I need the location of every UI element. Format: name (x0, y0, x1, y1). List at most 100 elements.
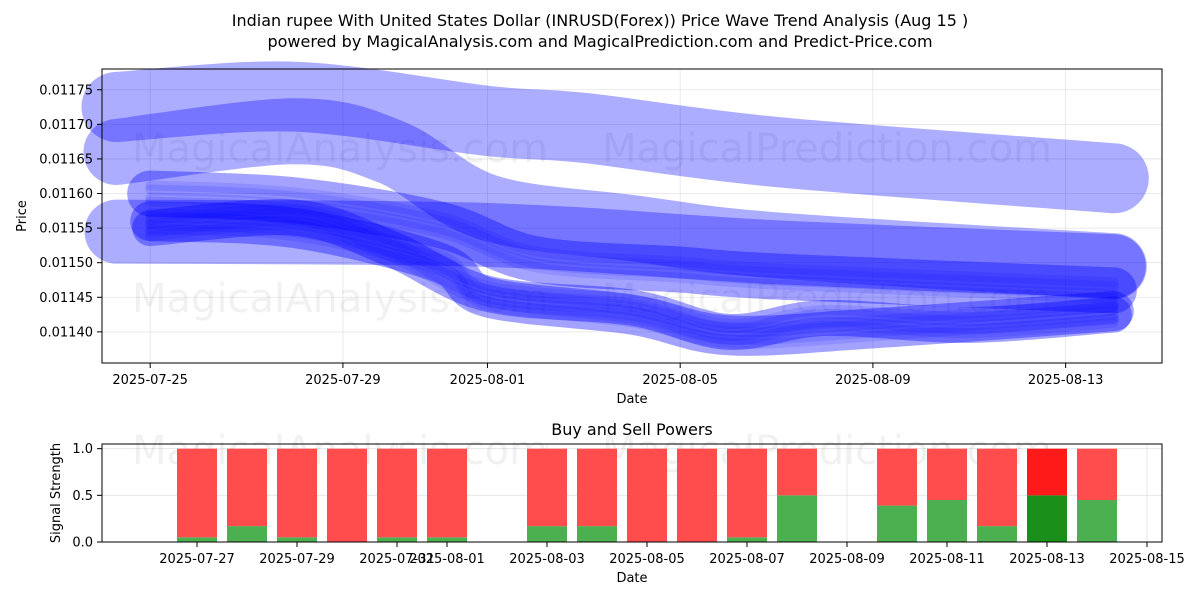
wave-strand-wave-middle (145, 184, 1119, 292)
buy-bar-2025-08-13 (1027, 495, 1067, 542)
buy-bar-2025-07-29 (277, 537, 317, 542)
price-x-tick-label: 2025-08-09 (835, 373, 911, 388)
buy-sell-x-ticks: 2025-07-27 2025-07-29 2025-07-312025-08-01… (159, 542, 1185, 567)
buy-sell-x-tick-label: 2025-08-03 (509, 552, 585, 567)
buy-sell-x-axis-label: Date (616, 571, 647, 586)
price-y-tick-label: 0.01145 (39, 291, 93, 306)
wave-strand-wave-middle (145, 180, 1119, 288)
price-plot-frame (101, 68, 1163, 364)
watermark-right-bottom: MagicalPrediction.com (602, 276, 1052, 322)
watermark-left-bottom: MagicalAnalysis.com (132, 276, 548, 322)
price-x-tick-label: 2025-07-29 (305, 373, 381, 388)
wave-strand-wave-lower (145, 220, 1119, 345)
sell-bar-2025-08-08 (777, 448, 817, 496)
sell-bar-2025-08-05 (627, 448, 667, 542)
buy-sell-x-tick-label: 2025-07-27 (159, 552, 235, 567)
sell-bar-2025-08-03 (527, 448, 567, 527)
buy-sell-x-tick-label: 2025-08-01 (409, 552, 485, 567)
buy-bar-2025-08-04 (577, 526, 617, 542)
price-wave-plot: MagicalAnalysis.com MagicalPrediction.co… (15, 61, 1163, 407)
buy-sell-y-axis-label: Signal Strength (49, 443, 64, 543)
buy-bar-2025-08-07 (727, 537, 767, 542)
price-plot-area (102, 69, 1162, 363)
price-x-axis-label: Date (616, 392, 647, 407)
buy-bar-2025-07-27 (177, 537, 217, 542)
price-y-tick-label: 0.01155 (39, 222, 93, 237)
buy-bar-2025-08-12 (977, 526, 1017, 542)
price-x-tick-label: 2025-08-05 (642, 373, 718, 388)
chart-title-line2: powered by MagicalAnalysis.com and Magic… (267, 32, 932, 51)
sell-bar-2025-08-07 (727, 448, 767, 538)
buy-bar-2025-08-14 (1077, 500, 1117, 542)
wave-strand-wave-bottom (145, 216, 1119, 341)
price-x-ticks: 2025-07-25 2025-07-29 2025-08-01 2025-08-05… (112, 363, 1103, 388)
watermark-left-top: MagicalAnalysis.com (132, 126, 548, 172)
price-x-tick-label: 2025-08-13 (1028, 373, 1104, 388)
price-plot-grid (102, 69, 1162, 363)
buy-sell-plot-frame (101, 443, 1163, 543)
wave-strand-wave-lower (145, 212, 1119, 337)
buy-bar-2025-08-10 (877, 505, 917, 542)
buy-sell-plot: Buy and Sell Powers MagicalAnalysis.com … (49, 420, 1185, 586)
price-y-tick-label: 0.01170 (39, 118, 93, 133)
sell-bar-2025-08-10 (877, 448, 917, 506)
buy-bar-2025-07-31 (377, 537, 417, 542)
watermark-right-top: MagicalPrediction.com (602, 126, 1052, 172)
wave-strand-wave-bottom (145, 220, 1119, 345)
buy-sell-x-tick-label: 2025-08-11 (909, 552, 985, 567)
sell-bar-2025-07-29 (277, 448, 317, 538)
price-y-tick-label: 0.01160 (39, 187, 93, 202)
buy-sell-x-tick-label: 2025-08-13 (1009, 552, 1085, 567)
price-y-ticks: 0.01140 0.01145 0.01150 0.01155 0.01160 0.011… (39, 83, 102, 340)
wave-strand-wave-lower (145, 224, 1119, 349)
sell-bar-2025-08-14 (1077, 448, 1117, 500)
price-x-tick-label: 2025-07-25 (112, 373, 188, 388)
sell-bar-2025-07-27 (177, 448, 217, 538)
wave-band-wave-flat (84, 199, 1146, 299)
buy-sell-y-ticks: 0.0 0.5 1.0 (72, 442, 102, 551)
wave-band-wave-bottom (132, 199, 1132, 350)
buy-sell-x-tick-label: 2025-07-31 (359, 552, 435, 567)
buy-sell-y-tick-label: 0.5 (72, 489, 93, 504)
sell-bar-2025-08-01 (427, 448, 467, 538)
buy-bar-2025-08-11 (927, 500, 967, 542)
price-y-axis-label: Price (15, 200, 30, 232)
buy-bar-2025-07-28 (227, 526, 267, 542)
buy-sell-bars (177, 448, 1117, 542)
wave-strand-wave-bottom (145, 204, 1119, 329)
wave-band-wave-upper (83, 98, 1147, 300)
sell-bar-2025-07-31 (377, 448, 417, 538)
wave-strand-wave-lower (145, 208, 1119, 333)
buy-bar-2025-08-01 (427, 537, 467, 542)
buy-sell-y-tick-label: 1.0 (72, 442, 93, 457)
sell-bar-2025-08-12 (977, 448, 1017, 527)
wave-band-wave-middle (127, 170, 1137, 314)
sell-bar-2025-07-30 (327, 448, 367, 542)
wave-band-wave-top (81, 61, 1149, 214)
sell-bar-2025-08-04 (577, 448, 617, 527)
buy-sell-x-tick-label: 2025-08-15 (1109, 552, 1185, 567)
price-y-tick-label: 0.01150 (39, 256, 93, 271)
chart-title-line1: Indian rupee With United States Dollar (… (232, 11, 968, 30)
buy-bar-2025-08-03 (527, 526, 567, 542)
wave-strand-wave-middle (145, 196, 1119, 304)
price-y-tick-label: 0.01165 (39, 152, 93, 167)
buy-bar-2025-08-08 (777, 495, 817, 542)
buy-sell-title: Buy and Sell Powers (551, 420, 713, 439)
wave-strand-wave-bottom (145, 208, 1119, 333)
buy-sell-y-tick-label: 0.0 (72, 536, 93, 551)
price-y-tick-label: 0.01140 (39, 325, 93, 340)
sell-bar-2025-07-28 (227, 448, 267, 527)
price-y-tick-label: 0.01175 (39, 83, 93, 98)
buy-sell-x-tick-label: 2025-08-07 (709, 552, 785, 567)
buy-sell-x-tick-label: 2025-08-05 (609, 552, 685, 567)
wave-band-wave-lower (130, 201, 1134, 356)
wave-strand-wave-middle (145, 192, 1119, 300)
sell-bar-2025-08-13 (1027, 448, 1067, 496)
buy-sell-x-tick-label: 2025-08-09 (809, 552, 885, 567)
price-waves (81, 61, 1149, 356)
sell-bar-2025-08-06 (677, 448, 717, 542)
buy-sell-x-tick-label: 2025-07-29 (259, 552, 335, 567)
sell-bar-2025-08-11 (927, 448, 967, 500)
